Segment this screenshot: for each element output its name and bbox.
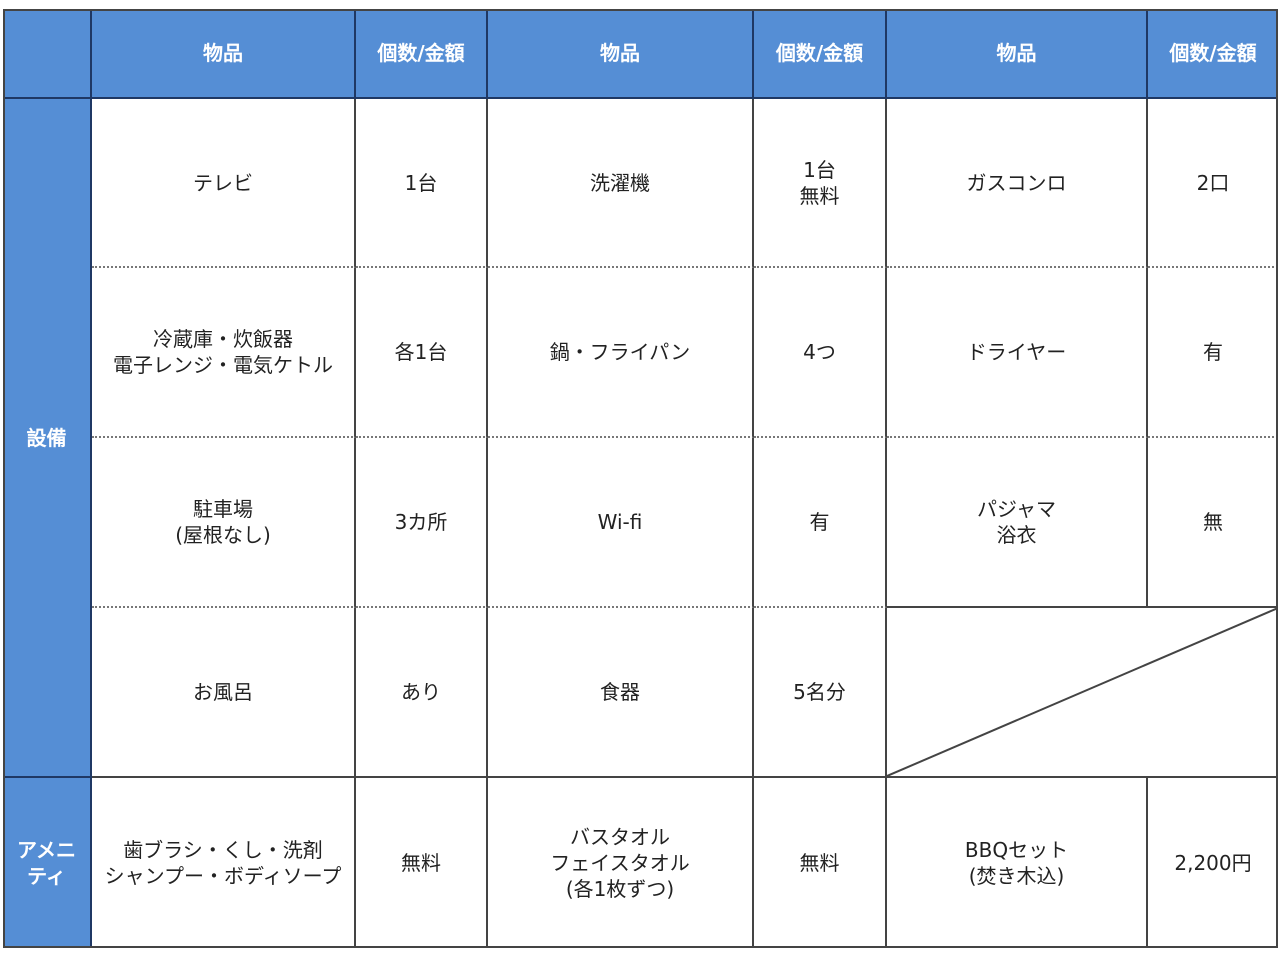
empty-merged-cell <box>887 608 1278 778</box>
table-cell: 洗濯機 <box>488 99 754 268</box>
header-qty: 個数/金額 <box>754 9 887 99</box>
table-cell: 無料 <box>356 778 488 948</box>
table-cell: 4つ <box>754 268 887 438</box>
table-cell: 1台 <box>356 99 488 268</box>
table-cell: 各1台 <box>356 268 488 438</box>
table-cell: パジャマ 浴衣 <box>887 438 1148 608</box>
table-cell: 5名分 <box>754 608 887 778</box>
header-corner <box>3 9 92 99</box>
table-cell: 1台 無料 <box>754 99 887 268</box>
table-cell: 鍋・フライパン <box>488 268 754 438</box>
table-cell: バスタオル フェイスタオル (各1枚ずつ) <box>488 778 754 948</box>
table-cell: ドライヤー <box>887 268 1148 438</box>
table-cell: 食器 <box>488 608 754 778</box>
header-qty: 個数/金額 <box>1148 9 1278 99</box>
table-cell: 歯ブラシ・くし・洗剤 シャンプー・ボディソープ <box>92 778 356 948</box>
category-equipment: 設備 <box>3 99 92 778</box>
table-cell: テレビ <box>92 99 356 268</box>
table-cell: 2,200円 <box>1148 778 1278 948</box>
header-item: 物品 <box>92 9 356 99</box>
category-amenity: アメニ ティ <box>3 778 92 948</box>
table-cell: 3カ所 <box>356 438 488 608</box>
header-qty: 個数/金額 <box>356 9 488 99</box>
table-cell: ガスコンロ <box>887 99 1148 268</box>
table-cell: 無料 <box>754 778 887 948</box>
table-cell: 有 <box>1148 268 1278 438</box>
table-cell: 冷蔵庫・炊飯器 電子レンジ・電気ケトル <box>92 268 356 438</box>
table-cell: 駐車場 (屋根なし) <box>92 438 356 608</box>
table-cell: お風呂 <box>92 608 356 778</box>
table-cell: 有 <box>754 438 887 608</box>
header-item: 物品 <box>887 9 1148 99</box>
table-cell: Wi-fi <box>488 438 754 608</box>
table-cell: 2口 <box>1148 99 1278 268</box>
table-cell: 無 <box>1148 438 1278 608</box>
header-item: 物品 <box>488 9 754 99</box>
table-cell: あり <box>356 608 488 778</box>
diagonal-slash <box>887 608 1278 777</box>
table-cell: BBQセット (焚き木込) <box>887 778 1148 948</box>
